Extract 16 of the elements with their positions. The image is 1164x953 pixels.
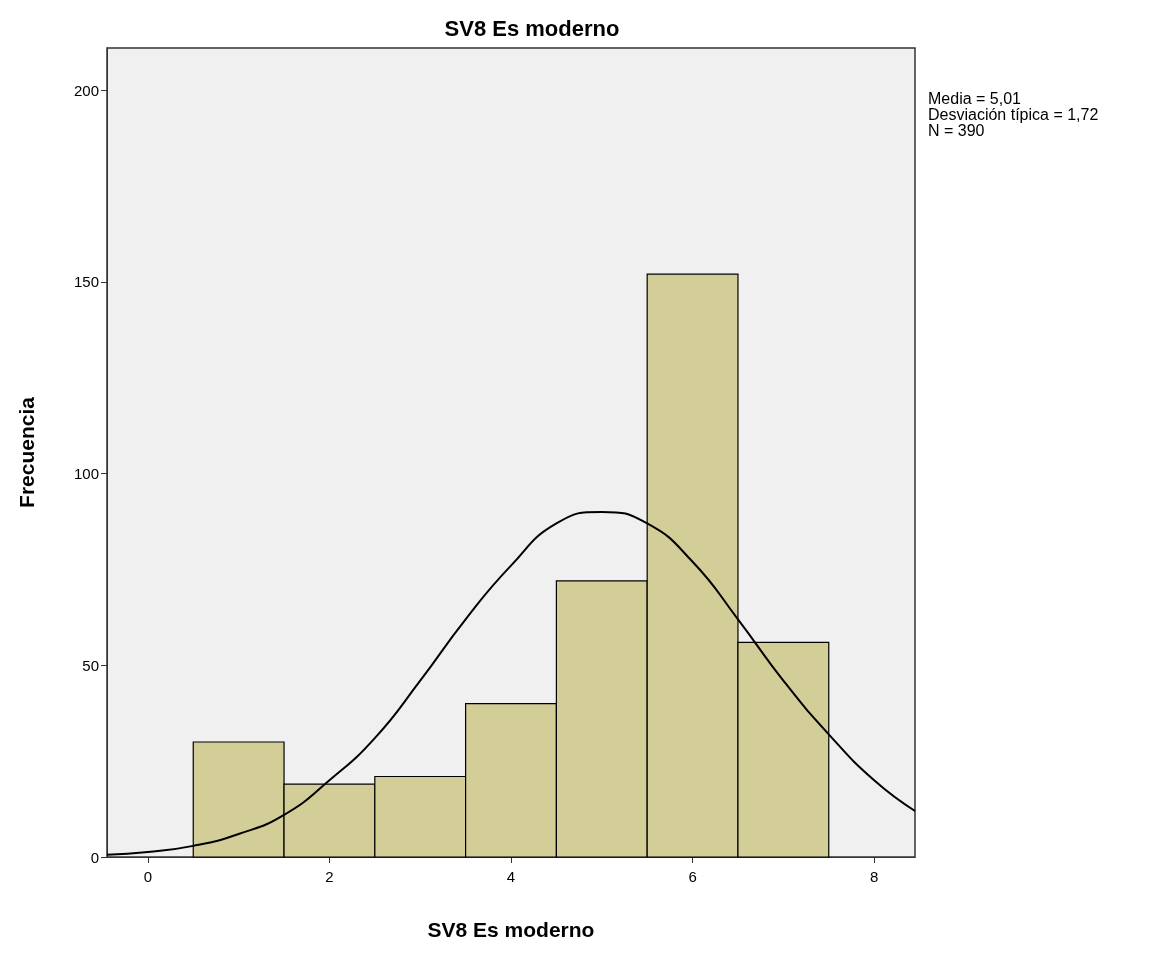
y-tick-label: 0	[90, 848, 99, 866]
x-tick-label: 4	[506, 868, 516, 885]
x-tick-label: 8	[869, 868, 879, 885]
y-tick-label: 100	[73, 465, 99, 483]
chart-title: SV8 Es moderno	[444, 15, 620, 41]
x-tick-label: 2	[325, 868, 334, 885]
text: Media = 5,01	[928, 89, 1022, 107]
text: Desviación típica = 1,72	[928, 105, 1099, 123]
y-tick-label: 200	[73, 81, 99, 99]
y-axis-title: Frecuencia	[15, 396, 38, 508]
x-axis-title: SV8 Es moderno	[427, 918, 595, 941]
y-tick-label: 50	[82, 656, 99, 674]
text: N = 390	[928, 121, 985, 139]
y-tick-label: 150	[73, 273, 99, 291]
x-tick-label: 0	[143, 868, 153, 885]
x-tick-label: 6	[688, 868, 697, 885]
